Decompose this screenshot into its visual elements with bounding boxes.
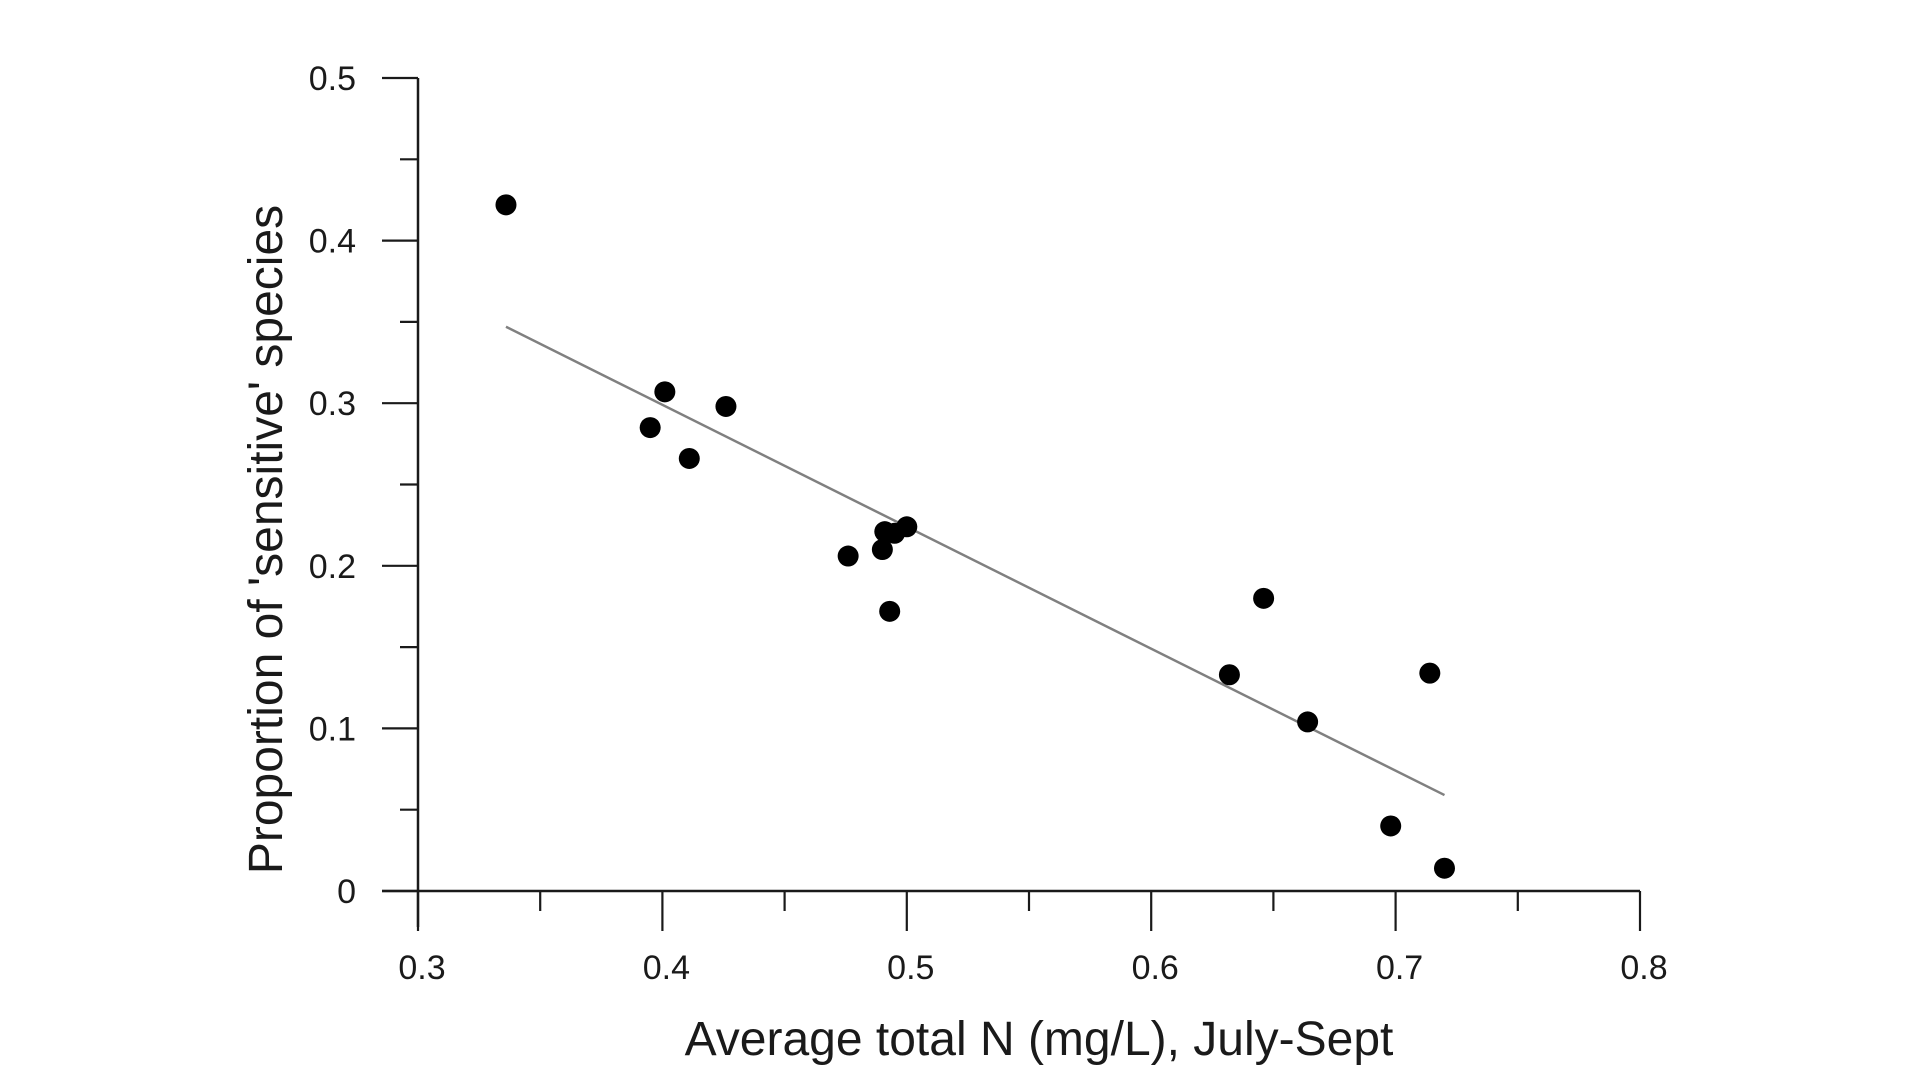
data-point	[1297, 711, 1319, 733]
x-tick-label: 0.4	[643, 949, 690, 987]
x-tick-label: 0.6	[1132, 949, 1179, 987]
x-tick-label: 0.7	[1376, 949, 1423, 987]
x-axis-ticks: 0.3 0.4 0.5 0.6 0.7 0.8	[398, 891, 1668, 987]
data-point	[654, 381, 676, 403]
data-point	[1433, 857, 1455, 879]
y-tick-label: 0.4	[309, 223, 356, 261]
x-axis-title: Average total N (mg/L), July-Sept	[685, 1013, 1394, 1066]
x-tick-label: 0.5	[887, 949, 934, 987]
trendline	[505, 325, 1446, 797]
x-tick-label: 0.3	[398, 949, 445, 987]
trendline-group	[505, 325, 1446, 797]
data-point	[715, 395, 737, 417]
y-tick-label: 0	[337, 873, 356, 911]
y-tick-label: 0.3	[309, 385, 356, 423]
data-point	[1380, 815, 1402, 837]
data-point	[879, 600, 901, 622]
data-points	[495, 194, 1455, 879]
data-point	[1419, 662, 1441, 684]
data-point	[639, 417, 661, 439]
data-point	[495, 194, 517, 216]
y-axis-title: Proportion of 'sensitive' species	[240, 205, 293, 874]
x-tick-label: 0.8	[1620, 949, 1667, 987]
data-point	[1218, 664, 1240, 686]
axes	[382, 78, 1640, 927]
y-tick-label: 0.2	[309, 548, 356, 586]
y-tick-label: 0.5	[309, 60, 356, 98]
y-tick-label: 0.1	[309, 710, 356, 748]
y-axis-ticks: 0 0.1 0.2 0.3 0.4 0.5	[309, 60, 418, 911]
data-point	[871, 539, 893, 561]
data-point	[896, 516, 918, 538]
data-point	[678, 447, 700, 469]
data-point	[1253, 587, 1275, 609]
data-point	[837, 545, 859, 567]
